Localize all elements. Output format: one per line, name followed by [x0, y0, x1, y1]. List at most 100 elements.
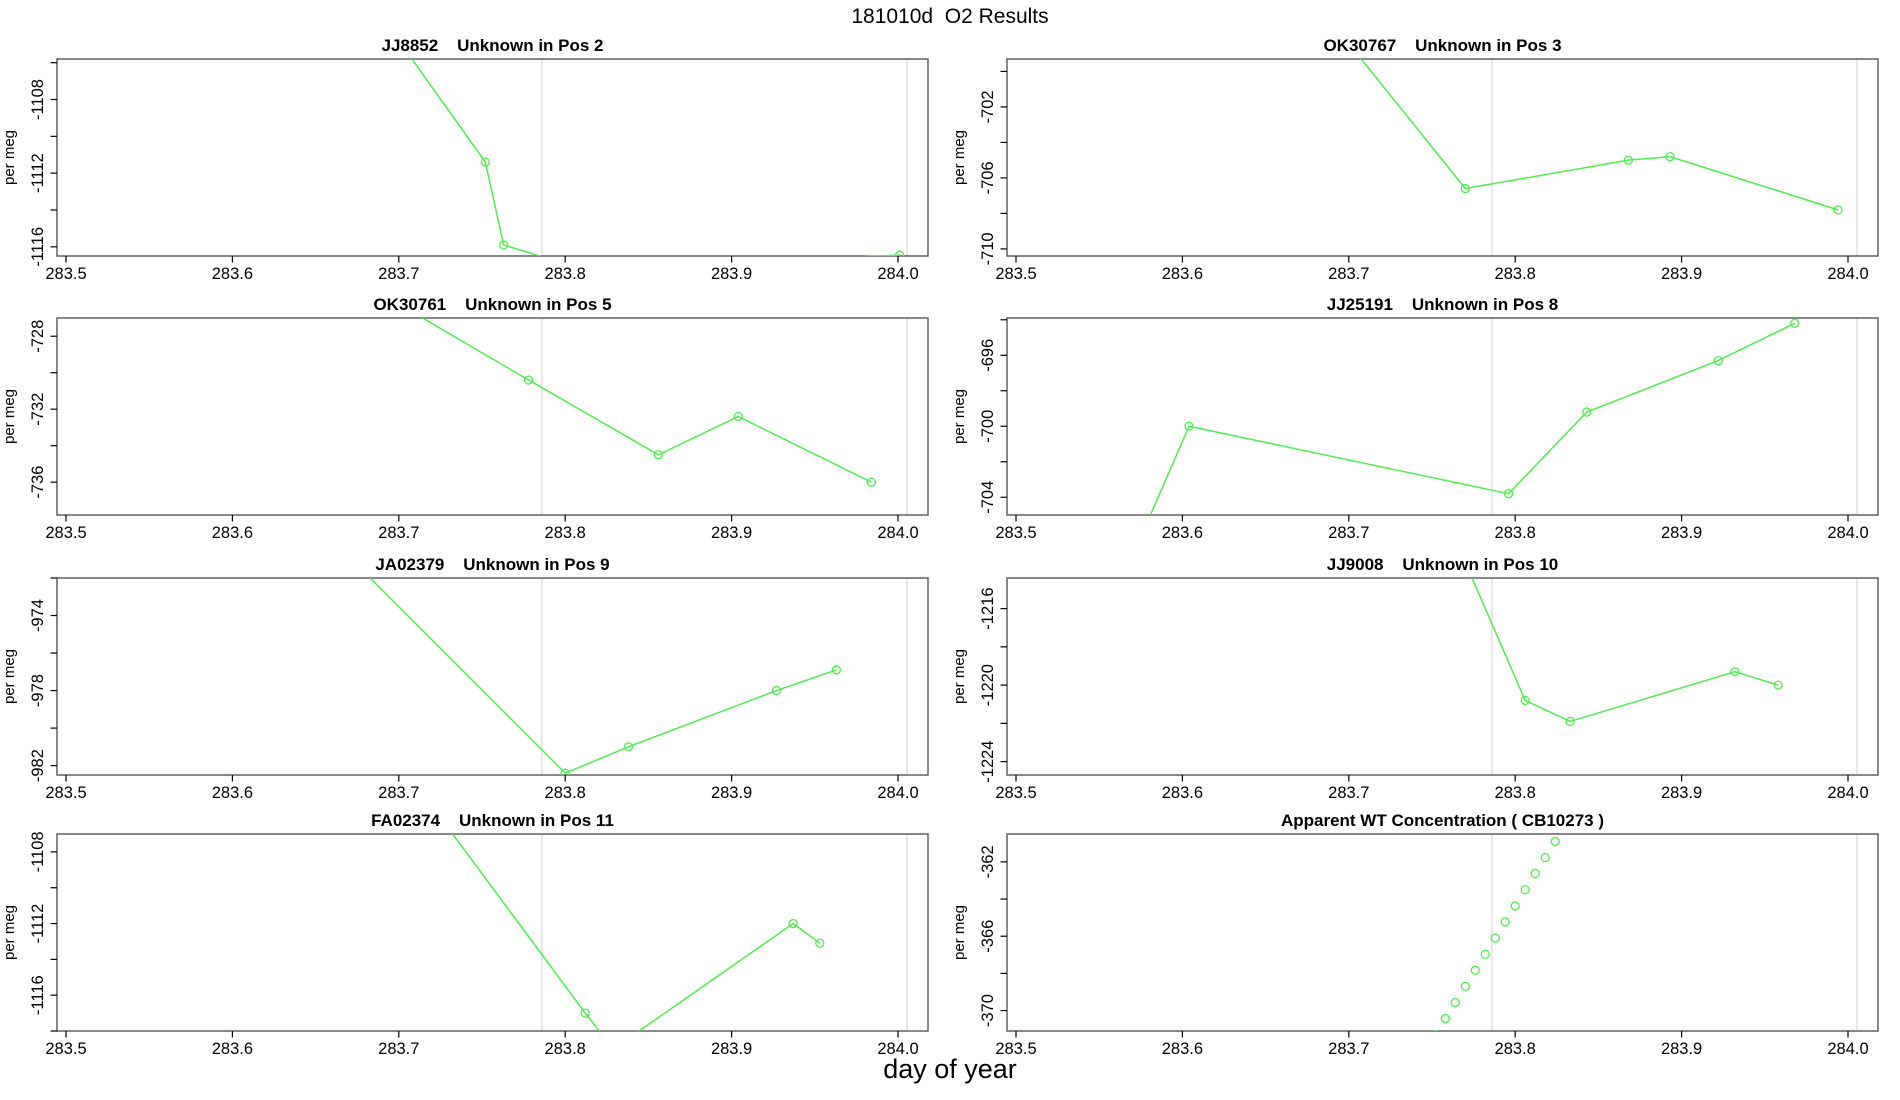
x-axis: 283.5 283.6 283.7 283.8 283.9 284.0	[995, 515, 1869, 542]
svg-text:283.6: 283.6	[212, 1040, 253, 1058]
subplot-ok30767-pos3: OK30767 Unknown in Pos 3 283.5 283.6 283.7…	[950, 31, 1900, 290]
subplot-title: JJ8852 Unknown in Pos 2	[381, 36, 604, 55]
svg-text:-1108: -1108	[29, 79, 47, 120]
svg-text:283.6: 283.6	[1162, 524, 1203, 542]
svg-text:283.6: 283.6	[1162, 784, 1203, 802]
x-axis: 283.5 283.6 283.7 283.8 283.9 284.0	[995, 775, 1869, 802]
data-point	[733, 411, 743, 422]
y-axis-label: per meg	[951, 130, 968, 185]
svg-text:283.7: 283.7	[1328, 784, 1369, 802]
subplot-title: Apparent WT Concentration ( CB10273 )	[1280, 811, 1605, 830]
data-point	[1520, 885, 1530, 895]
data-point	[1503, 489, 1514, 499]
svg-text:284.0: 284.0	[877, 524, 918, 542]
subplot-ja02379-pos9-plot: 283.5 283.6 283.7 283.8 283.9 284.0-974-978-9…	[1, 577, 929, 802]
y-axis: -696 -700 -704	[979, 319, 1007, 514]
reference-lines	[541, 318, 908, 515]
svg-text:283.5: 283.5	[45, 265, 86, 283]
plot-box	[1006, 317, 1879, 516]
plot-box	[1006, 833, 1879, 1032]
svg-text:283.9: 283.9	[711, 524, 752, 542]
data-point	[1510, 901, 1520, 911]
plot-box	[56, 833, 929, 1032]
x-axis: 283.5 283.6 283.7 283.8 283.9 284.0	[45, 775, 919, 802]
reference-lines	[541, 834, 908, 1031]
svg-text:-1108: -1108	[29, 831, 47, 872]
data-point	[1460, 183, 1470, 194]
svg-text:284.0: 284.0	[877, 265, 918, 283]
reference-lines	[1491, 834, 1858, 1031]
data-point	[1550, 836, 1560, 847]
svg-text:283.7: 283.7	[378, 784, 419, 802]
subplot-title: OK30761 Unknown in Pos 5	[373, 295, 612, 314]
y-axis: -362 -366 -370	[979, 845, 1007, 1027]
series	[1432, 836, 1560, 1031]
data-point	[480, 157, 490, 167]
svg-text:283.8: 283.8	[1495, 784, 1536, 802]
x-axis: 283.5 283.6 283.7 283.8 283.9 284.0	[995, 1031, 1869, 1058]
plot-box	[56, 317, 929, 516]
svg-text:-1220: -1220	[979, 664, 997, 706]
subplot-ja02379-pos9: JA02379 Unknown in Pos 9 283.5 283.6 283.7…	[0, 550, 950, 809]
subplot-jj8852-pos2-plot: 283.5 283.6 283.7 283.8 283.9 284.0 -1108 -1112…	[1, 58, 929, 283]
subplot-apparent-wt-concentration: Apparent WT Concentration ( CB10273 ) 28…	[950, 806, 1900, 1065]
x-axis: 283.5 283.6 283.7 283.8 283.9 284.0	[995, 256, 1869, 283]
svg-text:-1224: -1224	[979, 741, 997, 783]
svg-text:283.5: 283.5	[995, 784, 1036, 802]
y-axis: -728 -732 -736	[29, 320, 57, 499]
subplot-jj25191-pos8: JJ25191 Unknown in Pos 8 283.5 283.6 283.7…	[950, 290, 1900, 549]
data-point	[831, 665, 842, 675]
y-axis-label: per meg	[1, 389, 18, 444]
svg-text:283.8: 283.8	[545, 784, 586, 802]
svg-text:-732: -732	[29, 393, 47, 426]
y-axis: -702 -706 -710	[979, 70, 1007, 265]
svg-text:-362: -362	[979, 845, 997, 878]
y-axis-label: per meg	[1, 130, 18, 185]
svg-text:-710: -710	[979, 232, 997, 265]
svg-text:283.7: 283.7	[1328, 524, 1369, 542]
plot-box	[56, 577, 929, 776]
plot-box	[1006, 58, 1879, 257]
data-point	[580, 1008, 590, 1018]
subplot-ok30761-pos5: OK30761 Unknown in Pos 5 283.5 283.6 283.7…	[0, 290, 950, 549]
x-axis: 283.5 283.6 283.7 283.8 283.9 284.0	[45, 1031, 919, 1058]
subplot-title: JA02379 Unknown in Pos 9	[375, 555, 610, 574]
reference-lines	[541, 578, 908, 775]
svg-text:283.9: 283.9	[1661, 784, 1702, 802]
subplot-title: JJ9008 Unknown in Pos 10	[1326, 555, 1559, 574]
svg-text:283.9: 283.9	[1661, 524, 1702, 542]
svg-text:283.5: 283.5	[45, 524, 86, 542]
svg-text:-982: -982	[29, 749, 47, 782]
subplot-ok30767-pos3-plot: 283.5 283.6 283.7 283.8 283.9 284.0-702-706-7…	[951, 58, 1879, 283]
data-point	[1490, 933, 1500, 943]
svg-text:284.0: 284.0	[877, 1040, 918, 1058]
subplot-apparent-wt-concentration-plot: 283.5 283.6 283.7 283.8 283.9 284.0 -362-366-3…	[951, 833, 1879, 1058]
series-line	[410, 59, 900, 256]
svg-text:283.9: 283.9	[711, 784, 752, 802]
svg-text:283.6: 283.6	[1162, 265, 1203, 283]
svg-text:284.0: 284.0	[1827, 524, 1868, 542]
series	[1149, 318, 1800, 515]
svg-text:-704: -704	[979, 481, 997, 514]
data-point	[1500, 917, 1510, 927]
subplot-fa02374-pos11-plot: 283.5 283.6 283.7 283.8 283.9 284.0 -1108 -1112…	[1, 831, 929, 1058]
series-points	[480, 157, 905, 256]
data-point	[1470, 965, 1480, 975]
series	[451, 834, 825, 1031]
svg-text:284.0: 284.0	[1827, 784, 1868, 802]
data-point	[895, 250, 905, 256]
svg-text:283.5: 283.5	[995, 1040, 1036, 1058]
data-point	[1713, 355, 1723, 366]
data-point	[1730, 667, 1740, 677]
data-point	[1480, 949, 1490, 959]
svg-text:-1216: -1216	[979, 588, 997, 630]
subplot-fa02374-pos11: FA02374 Unknown in Pos 11 283.5 283.6 283.…	[0, 806, 950, 1065]
svg-text:-736: -736	[29, 466, 47, 499]
data-point	[653, 450, 664, 460]
svg-text:-1112: -1112	[29, 904, 47, 944]
svg-text:283.8: 283.8	[545, 265, 586, 283]
svg-text:283.8: 283.8	[1495, 265, 1536, 283]
svg-text:283.6: 283.6	[212, 265, 253, 283]
svg-text:283.5: 283.5	[995, 524, 1036, 542]
